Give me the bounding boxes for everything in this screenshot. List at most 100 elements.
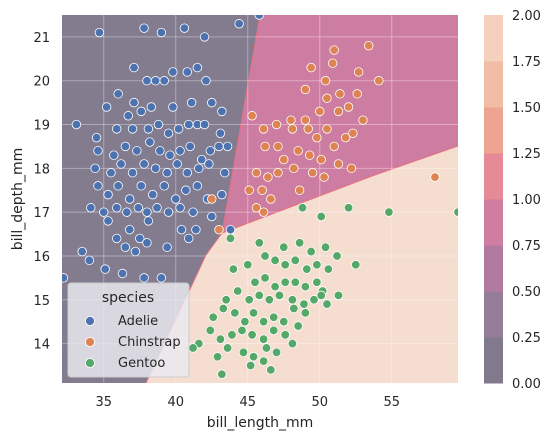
point-gentoo <box>306 246 316 257</box>
point-adelie <box>127 168 138 178</box>
colorbar-tick-label: 1.50 <box>512 101 541 116</box>
point-gentoo <box>258 316 269 327</box>
colorbar-band <box>484 245 503 292</box>
point-gentoo <box>228 264 239 274</box>
point-gentoo <box>271 347 282 358</box>
point-chinstrap <box>322 124 332 134</box>
legend-marker-gentoo <box>85 358 95 368</box>
point-gentoo <box>294 238 305 248</box>
point-adelie <box>93 181 103 191</box>
point-adelie <box>207 211 217 222</box>
point-adelie <box>217 189 227 200</box>
point-gentoo <box>351 260 361 270</box>
point-adelie <box>139 23 149 33</box>
point-chinstrap <box>328 58 338 68</box>
point-adelie <box>120 141 131 152</box>
point-adelie <box>86 203 96 213</box>
legend-label-gentoo: Gentoo <box>118 356 165 371</box>
point-gentoo <box>316 211 326 222</box>
point-gentoo <box>240 316 250 327</box>
point-adelie <box>93 146 103 156</box>
point-gentoo <box>188 343 198 353</box>
point-adelie <box>148 189 158 200</box>
point-gentoo <box>279 316 289 327</box>
point-gentoo <box>248 352 259 362</box>
point-adelie <box>143 216 154 226</box>
point-adelie <box>153 119 164 130</box>
point-adelie <box>199 32 210 42</box>
colorbar-tick-label: 0.50 <box>512 285 541 300</box>
x-tick-label: 50 <box>311 395 328 410</box>
x-axis-label: bill_length_mm <box>207 415 313 431</box>
point-adelie <box>192 181 203 191</box>
legend-label-adelie: Adelie <box>118 314 158 329</box>
point-adelie <box>175 146 185 156</box>
point-gentoo <box>280 330 290 340</box>
point-gentoo <box>222 343 233 353</box>
point-adelie <box>191 224 201 235</box>
point-adelie <box>129 97 139 108</box>
point-adelie <box>162 168 172 178</box>
point-adelie <box>150 163 161 174</box>
point-gentoo <box>322 299 332 309</box>
point-gentoo <box>333 290 344 301</box>
point-gentoo <box>309 295 319 305</box>
point-adelie <box>234 19 244 29</box>
point-chinstrap <box>279 154 289 165</box>
point-adelie <box>185 141 195 152</box>
point-chinstrap <box>340 132 351 143</box>
legend-marker-chinstrap <box>85 337 95 347</box>
point-chinstrap <box>333 106 344 117</box>
y-tick-label: 14 <box>33 338 50 353</box>
point-chinstrap <box>247 111 257 121</box>
point-adelie <box>100 264 110 274</box>
point-adelie <box>109 150 119 160</box>
point-chinstrap <box>263 172 273 182</box>
x-tick-label: 55 <box>383 395 400 410</box>
point-chinstrap <box>358 115 368 125</box>
colorbar-band <box>484 199 503 246</box>
point-adelie <box>181 185 191 195</box>
point-adelie <box>152 203 162 213</box>
point-adelie <box>165 150 175 160</box>
colorbar: 0.00 0.25 0.50 0.75 1.00 1.25 1.50 1.75 2.00 <box>484 9 541 392</box>
x-tick-label: 45 <box>239 395 256 410</box>
point-gentoo <box>208 312 218 322</box>
point-gentoo <box>316 290 326 301</box>
point-adelie <box>163 128 174 138</box>
point-gentoo <box>218 303 228 314</box>
point-adelie <box>217 106 227 117</box>
point-chinstrap <box>306 62 316 73</box>
colorbar-tick-label: 0.00 <box>512 377 541 392</box>
point-adelie <box>103 189 113 200</box>
point-adelie <box>106 168 116 178</box>
point-gentoo <box>245 360 256 371</box>
point-chinstrap <box>293 146 303 156</box>
x-tick-label: 40 <box>167 395 184 410</box>
point-adelie <box>133 203 144 213</box>
colorbar-band <box>484 291 503 338</box>
y-tick-labels: 14 15 16 17 18 19 20 21 <box>33 31 50 353</box>
point-chinstrap <box>257 185 267 195</box>
point-chinstrap <box>258 207 269 217</box>
point-chinstrap <box>329 141 339 152</box>
point-adelie <box>150 76 161 86</box>
point-adelie <box>205 146 216 156</box>
point-adelie <box>168 67 178 77</box>
point-adelie <box>127 124 138 134</box>
point-chinstrap <box>251 203 262 213</box>
point-chinstrap <box>319 172 329 182</box>
point-adelie <box>145 137 155 147</box>
x-tick-labels: 35 40 45 50 55 <box>95 395 400 410</box>
point-adelie <box>159 181 169 191</box>
point-adelie <box>155 146 165 156</box>
legend-label-chinstrap: Chinstrap <box>118 335 181 350</box>
point-chinstrap <box>346 163 357 174</box>
point-gentoo <box>312 277 322 287</box>
point-gentoo <box>248 308 259 318</box>
point-adelie <box>156 273 167 283</box>
y-tick-label: 18 <box>33 162 50 177</box>
point-gentoo <box>227 330 237 340</box>
point-adelie <box>99 207 109 217</box>
point-gentoo <box>258 356 269 366</box>
